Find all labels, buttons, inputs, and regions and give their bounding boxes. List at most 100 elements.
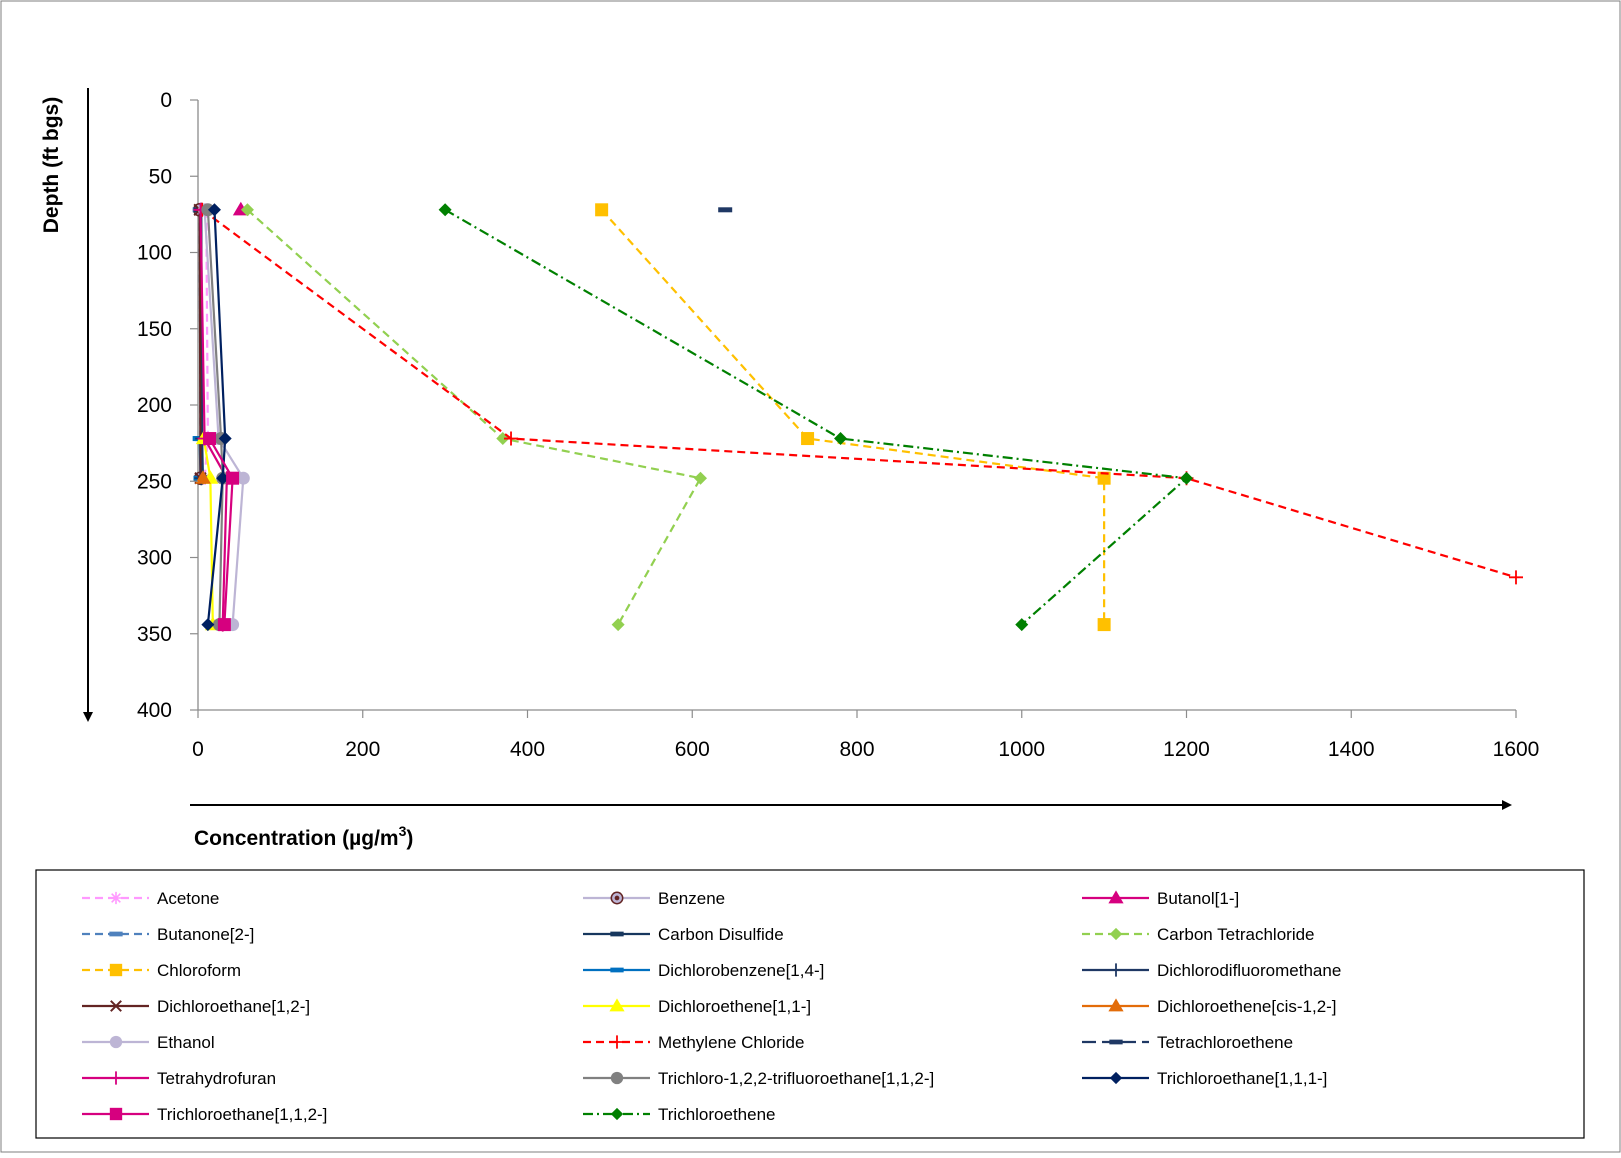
data-point-marker bbox=[216, 471, 230, 485]
data-point-marker bbox=[240, 203, 254, 217]
y-tick-label: 100 bbox=[137, 242, 172, 265]
x-tick-label: 1600 bbox=[1493, 738, 1540, 761]
legend-item: Dichloroethene[cis-1,2-] bbox=[1082, 997, 1337, 1016]
y-tick-label: 150 bbox=[137, 318, 172, 341]
legend-item: Dichlorobenzene[1,4-] bbox=[583, 961, 824, 980]
data-point-marker bbox=[201, 203, 215, 217]
data-point-marker bbox=[1109, 963, 1123, 977]
data-point-marker bbox=[201, 618, 215, 632]
data-point-marker bbox=[834, 432, 848, 446]
legend-item: Ethanol bbox=[82, 1033, 215, 1052]
legend-box bbox=[35, 869, 1585, 1139]
legend-item: Trichloro-1,2,2-trifluoroethane[1,1,2-] bbox=[583, 1069, 934, 1088]
legend-label: Acetone bbox=[157, 889, 219, 908]
legend-label: Trichloroethene bbox=[658, 1105, 776, 1124]
data-point-marker bbox=[194, 470, 211, 484]
data-point-marker bbox=[504, 431, 519, 446]
data-point-marker bbox=[438, 203, 452, 217]
series-line bbox=[246, 208, 703, 626]
data-point-marker bbox=[610, 967, 624, 973]
legend-item: Methylene Chloride bbox=[583, 1033, 804, 1052]
legend-label: Benzene bbox=[658, 889, 725, 908]
x-axis-title: Concentration (µg/m3) bbox=[194, 823, 413, 850]
legend-label: Dichloroethene[1,1-] bbox=[658, 997, 811, 1016]
x-tick-label: 1400 bbox=[1328, 738, 1375, 761]
x-axis-title-suffix: ) bbox=[406, 827, 413, 850]
data-point-marker bbox=[1509, 570, 1523, 585]
x-axis-title-superscript: 3 bbox=[399, 823, 407, 839]
legend-label: Dichlorodifluoromethane bbox=[1157, 961, 1341, 980]
x-tick-label: 800 bbox=[839, 738, 874, 761]
data-point-marker bbox=[218, 432, 232, 446]
legend-label: Butanol[1-] bbox=[1157, 889, 1239, 908]
y-tick-label: 300 bbox=[137, 547, 172, 570]
legend-label: Tetrachloroethene bbox=[1157, 1033, 1293, 1052]
legend-item: Trichloroethane[1,1,2-] bbox=[82, 1105, 327, 1124]
data-point-marker bbox=[610, 1035, 624, 1049]
y-tick-label: 200 bbox=[137, 394, 172, 417]
legend-item: Tetrachloroethene bbox=[1082, 1033, 1293, 1052]
series-line bbox=[199, 209, 228, 625]
data-point-marker bbox=[693, 471, 707, 485]
legend-item: Benzene bbox=[583, 889, 725, 908]
x-axis-title-main: Concentration (µg/m bbox=[194, 827, 399, 850]
data-point-marker bbox=[595, 203, 609, 217]
data-point-marker bbox=[1108, 890, 1124, 904]
data-point-marker bbox=[226, 471, 240, 485]
data-point-marker bbox=[1109, 1039, 1123, 1045]
x-tick-label: 1200 bbox=[1163, 738, 1210, 761]
data-point-marker bbox=[1015, 618, 1029, 632]
data-point-marker bbox=[718, 207, 733, 213]
data-point-marker bbox=[109, 963, 123, 977]
x-tick-label: 1000 bbox=[998, 738, 1045, 761]
legend-label: Tetrahydrofuran bbox=[157, 1069, 276, 1088]
y-tick-label: 0 bbox=[160, 89, 172, 112]
series-line bbox=[198, 209, 202, 479]
data-point-marker bbox=[1097, 471, 1111, 485]
series-line bbox=[201, 208, 1517, 579]
data-point-marker bbox=[109, 891, 123, 905]
data-point-marker bbox=[1109, 927, 1123, 941]
series-tetrachloroethene bbox=[718, 207, 733, 213]
data-point-marker bbox=[203, 432, 217, 446]
series-trichloroethane-1-1-2 bbox=[203, 432, 240, 632]
x-tick-label: 400 bbox=[510, 738, 545, 761]
data-point-marker bbox=[1108, 998, 1124, 1012]
series-trichloroethene bbox=[438, 203, 1193, 632]
legend-label: Dichlorobenzene[1,4-] bbox=[658, 961, 824, 980]
legend-label: Chloroform bbox=[157, 961, 241, 980]
legend-label: Trichloro-1,2,2-trifluoroethane[1,1,2-] bbox=[658, 1069, 934, 1088]
x-tick-label: 600 bbox=[675, 738, 710, 761]
legend-item: Chloroform bbox=[82, 961, 241, 980]
legend-item: Dichlorodifluoromethane bbox=[1082, 961, 1341, 980]
y-axis-title: Depth (ft bgs) bbox=[40, 97, 63, 233]
data-point-marker bbox=[236, 471, 250, 485]
legend-item: Tetrahydrofuran bbox=[82, 1069, 276, 1088]
legend-item: Butanol[1-] bbox=[1082, 889, 1239, 908]
legend-label: Carbon Tetrachloride bbox=[1157, 925, 1315, 944]
legend-label: Methylene Chloride bbox=[658, 1033, 804, 1052]
series-line bbox=[444, 208, 1190, 626]
series-trichloroethane-1-1-1 bbox=[201, 203, 232, 632]
data-point-marker bbox=[609, 998, 625, 1012]
x-tick-label: 0 bbox=[192, 738, 204, 761]
legend-label: Dichloroethane[1,2-] bbox=[157, 997, 310, 1016]
legend-item: Trichloroethene bbox=[583, 1105, 776, 1124]
series-line bbox=[206, 209, 227, 625]
data-point-marker bbox=[1097, 618, 1111, 632]
data-point-marker bbox=[1180, 471, 1193, 485]
y-tick-label: 350 bbox=[137, 623, 172, 646]
legend-item: Butanone[2-] bbox=[82, 925, 254, 944]
legend-item: Trichloroethane[1,1,1-] bbox=[1082, 1069, 1327, 1088]
legend-label: Trichloroethane[1,1,2-] bbox=[157, 1105, 327, 1124]
data-point-marker bbox=[217, 618, 231, 632]
data-point-marker bbox=[109, 1107, 123, 1121]
legend-item: Dichloroethane[1,2-] bbox=[82, 997, 310, 1016]
legend: Acetone Benzene Butanol[1-] Butanone[2-] Car… bbox=[82, 889, 1341, 1124]
legend-item: Carbon Disulfide bbox=[583, 925, 784, 944]
data-point-marker bbox=[610, 1107, 624, 1121]
data-point-marker bbox=[207, 203, 221, 217]
legend-label: Ethanol bbox=[157, 1033, 215, 1052]
